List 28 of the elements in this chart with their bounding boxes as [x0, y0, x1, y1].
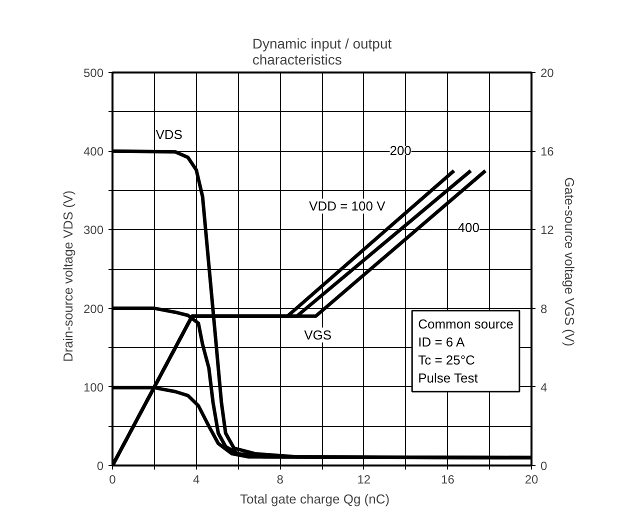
annotation: Common source ID = 6 A Tc = 25°C Pulse Test	[418, 316, 514, 386]
x-axis-title: Total gate charge Qg (nC)	[240, 492, 390, 506]
annotation: VGS	[304, 328, 332, 343]
annotation: VDD = 100 V	[309, 198, 386, 214]
y-tick-label: 0	[96, 459, 104, 473]
y-tick-label: 400	[83, 144, 104, 159]
annotation: VDS	[156, 127, 183, 142]
x-tick-label: 16	[441, 472, 455, 486]
y2-tick-label: 4	[540, 380, 548, 394]
y2-axis-title: Gate-source voltage VGS (V)	[562, 177, 577, 346]
x-tick-label: 12	[357, 472, 371, 486]
chart-title: Dynamic input / output characteristics	[252, 36, 392, 68]
x-tick-label: 8	[276, 472, 284, 486]
y2-tick-label: 12	[540, 223, 554, 238]
y-tick-label: 200	[83, 302, 104, 316]
y-tick-label: 300	[83, 223, 104, 238]
y-axis-title: Drain-source voltage VDS (V)	[60, 190, 76, 362]
y-tick-label: 500	[83, 66, 104, 80]
annotation: 400	[458, 220, 480, 235]
y2-tick-label: 16	[540, 144, 554, 159]
y-tick-label: 100	[83, 380, 104, 394]
annotation: 200	[390, 142, 412, 158]
y2-tick-label: 8	[540, 302, 548, 316]
x-tick-label: 20	[524, 472, 538, 486]
x-tick-label: 4	[192, 472, 200, 486]
x-tick-label: 0	[109, 472, 116, 486]
y2-tick-label: 20	[540, 66, 554, 80]
y2-tick-label: 0	[540, 459, 548, 473]
